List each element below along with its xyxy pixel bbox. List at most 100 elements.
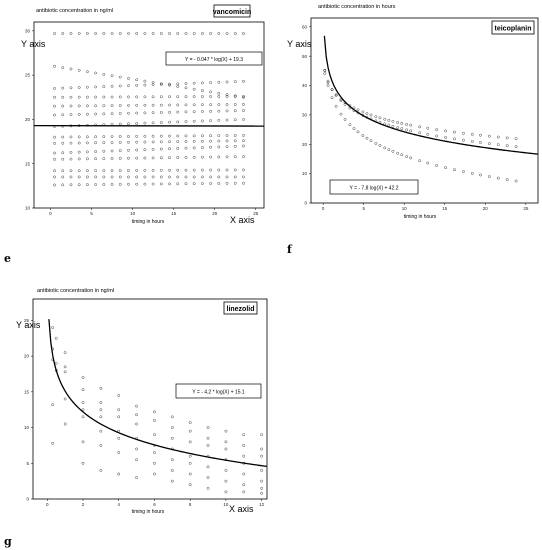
data-point bbox=[201, 89, 204, 92]
equation-label: Y = - 0.047 * log(X) + 19.3 bbox=[185, 57, 243, 63]
y-tick-label: 30 bbox=[302, 113, 308, 118]
data-point bbox=[159, 182, 163, 186]
data-point bbox=[405, 155, 409, 158]
data-point bbox=[383, 117, 387, 121]
equation-box bbox=[175, 383, 262, 399]
data-point bbox=[69, 67, 73, 71]
data-point bbox=[209, 168, 212, 172]
data-point bbox=[176, 32, 180, 35]
data-point bbox=[86, 150, 89, 154]
data-point bbox=[400, 121, 404, 125]
data-point bbox=[242, 102, 245, 106]
fit-curve bbox=[48, 319, 267, 468]
data-point bbox=[176, 175, 180, 179]
data-point bbox=[201, 103, 204, 107]
x-axis-label: timing in hours bbox=[132, 219, 165, 225]
data-point bbox=[99, 415, 103, 419]
data-point bbox=[118, 104, 122, 107]
x-tick-label: 2 bbox=[82, 502, 85, 507]
data-point bbox=[323, 68, 327, 72]
data-point bbox=[63, 422, 67, 426]
data-point bbox=[54, 336, 58, 340]
data-point bbox=[53, 32, 56, 35]
data-point bbox=[496, 176, 500, 180]
data-point bbox=[209, 134, 212, 138]
data-point bbox=[102, 72, 106, 76]
data-point bbox=[192, 146, 196, 150]
data-point bbox=[151, 168, 155, 172]
data-point bbox=[188, 454, 192, 458]
data-point bbox=[225, 93, 229, 96]
data-point bbox=[102, 85, 106, 88]
y-tick-label: 20 bbox=[25, 117, 31, 122]
data-point bbox=[330, 96, 334, 100]
data-point bbox=[225, 95, 229, 98]
data-point bbox=[135, 169, 139, 172]
data-point bbox=[81, 376, 85, 379]
data-point bbox=[69, 169, 73, 173]
data-point bbox=[192, 87, 196, 91]
data-point bbox=[225, 181, 229, 185]
data-point bbox=[127, 111, 130, 115]
data-point bbox=[69, 141, 73, 145]
data-point bbox=[110, 32, 114, 35]
data-point bbox=[51, 441, 55, 445]
data-point bbox=[53, 64, 56, 68]
data-point bbox=[94, 141, 97, 145]
chart-title: antibiotic concentration in ng/ml bbox=[37, 288, 114, 294]
data-point bbox=[242, 168, 245, 172]
x-axis-name: X axis bbox=[230, 215, 255, 225]
x-tick-label: 10 bbox=[223, 502, 229, 507]
data-point bbox=[184, 86, 188, 90]
data-point bbox=[81, 461, 85, 465]
data-point bbox=[110, 135, 114, 138]
data-point bbox=[209, 81, 212, 84]
data-point bbox=[153, 472, 156, 476]
data-point bbox=[110, 104, 114, 107]
data-point bbox=[127, 32, 130, 35]
data-point bbox=[225, 175, 229, 179]
data-point bbox=[63, 365, 67, 369]
data-point bbox=[225, 118, 229, 122]
data-point bbox=[61, 169, 65, 173]
data-point bbox=[188, 461, 192, 465]
data-point bbox=[192, 155, 196, 159]
drug-label-box bbox=[213, 4, 251, 18]
data-point bbox=[77, 169, 81, 173]
data-point bbox=[135, 122, 139, 125]
data-point bbox=[153, 433, 156, 437]
data-point bbox=[192, 32, 196, 35]
data-point bbox=[378, 144, 382, 147]
data-point bbox=[242, 139, 245, 143]
panel-letter-f: f bbox=[287, 243, 293, 256]
data-point bbox=[361, 110, 365, 114]
data-point bbox=[151, 121, 155, 125]
data-point bbox=[233, 80, 237, 84]
data-point bbox=[151, 103, 155, 107]
data-point bbox=[176, 85, 180, 88]
data-point bbox=[188, 483, 192, 487]
data-point bbox=[61, 151, 65, 155]
data-point bbox=[86, 70, 89, 74]
data-point bbox=[86, 85, 89, 89]
drug-label-box bbox=[491, 20, 535, 35]
data-point bbox=[53, 169, 56, 173]
y-tick-label: 50 bbox=[302, 54, 308, 59]
data-point bbox=[339, 112, 343, 116]
data-point bbox=[110, 149, 114, 153]
data-point bbox=[225, 32, 229, 35]
data-point bbox=[143, 140, 147, 144]
data-point bbox=[168, 103, 171, 107]
data-point bbox=[435, 164, 439, 167]
data-point bbox=[184, 95, 188, 99]
data-point bbox=[201, 168, 204, 172]
data-point bbox=[135, 404, 138, 408]
data-point bbox=[201, 139, 204, 143]
data-point bbox=[396, 126, 400, 130]
y-axis-name: Y axis bbox=[287, 39, 312, 49]
data-point bbox=[206, 436, 210, 440]
data-point bbox=[151, 95, 155, 99]
data-point bbox=[118, 84, 122, 88]
data-point bbox=[233, 168, 237, 172]
data-point bbox=[151, 175, 155, 179]
